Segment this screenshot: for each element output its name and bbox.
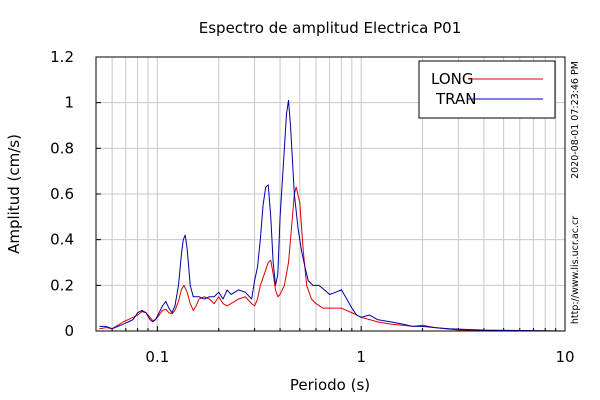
grid-lines (95, 57, 565, 331)
y-tick-label: 0.8 (50, 139, 74, 157)
legend-label-long: LONG (431, 70, 473, 88)
plot-frame (95, 56, 566, 332)
legend-label-tran: TRAN (435, 90, 476, 108)
series-line-tran (99, 99, 566, 332)
y-tick-label: 1.2 (50, 48, 74, 66)
x-tick-label: 1 (356, 348, 366, 366)
y-tick-label: 1 (64, 94, 74, 112)
y-tick-label: 0.6 (50, 185, 74, 203)
x-tick-label: 0.1 (145, 348, 169, 366)
y-axis-label: Amplitud (cm/s) (5, 134, 23, 254)
y-tick-label: 0.2 (50, 276, 74, 294)
x-tick-label: 10 (555, 348, 574, 366)
url-annotation: http://www.lis.ucr.ac.cr (570, 216, 581, 324)
timestamp-annotation: 2020-08-01 07:23:46 PM (570, 61, 581, 179)
y-tick-label: 0 (64, 322, 74, 340)
chart-title: Espectro de amplitud Electrica P01 (199, 19, 462, 37)
x-axis-label: Periodo (s) (290, 376, 370, 394)
y-tick-label: 0.4 (50, 231, 74, 249)
axis-ticks: 0 0.2 0.4 0.6 0.8 1 1.2 0.1 1 10 (50, 48, 574, 366)
series-layer (99, 99, 566, 332)
legend: LONG TRAN (418, 60, 556, 119)
legend-box (418, 60, 556, 119)
